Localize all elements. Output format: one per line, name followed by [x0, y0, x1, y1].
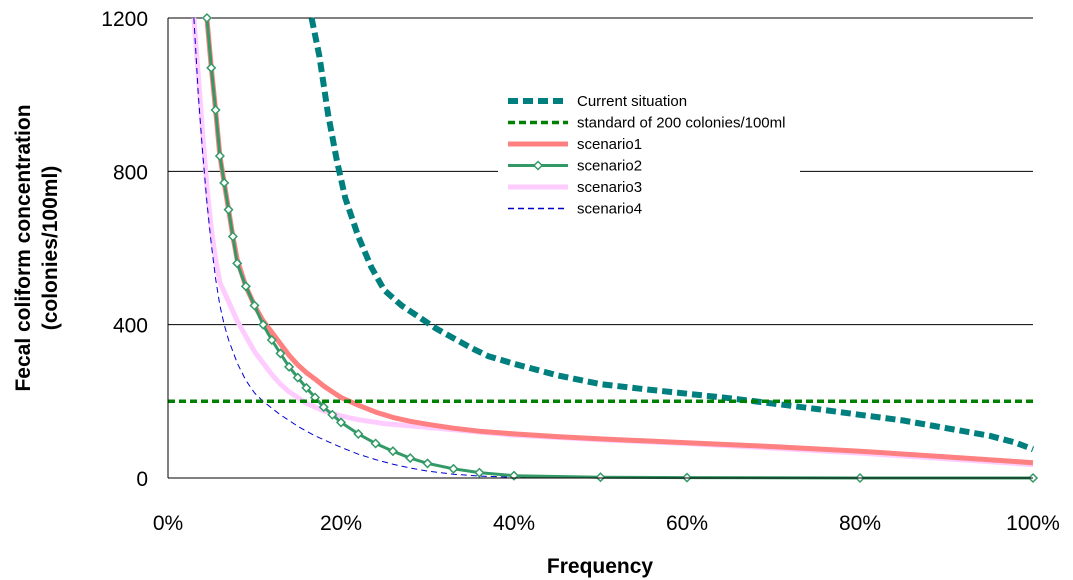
legend-marker-scenario2 [532, 160, 544, 171]
legend-label-scenario3: scenario3 [577, 179, 642, 196]
series-point-scenario2 [249, 300, 260, 311]
series-line-scenario1 [204, 17, 1034, 466]
series-point-scenario2 [201, 12, 212, 24]
series-point-scenario2 [214, 150, 225, 162]
y-tick-label: 400 [113, 315, 148, 338]
series-point-scenario2 [258, 319, 269, 330]
legend: Current situation standard of 200 colonie… [498, 88, 800, 218]
series-point-scenario2 [370, 438, 381, 449]
series-point-scenario2 [227, 231, 238, 242]
series-point-scenario2 [301, 382, 312, 393]
legend-label-scenario4: scenario4 [577, 201, 642, 218]
y-tick-label: 1200 [101, 8, 148, 31]
x-axis-title: Frequency [547, 555, 654, 578]
x-tick-label: 20% [320, 512, 362, 535]
x-tick-label: 40% [493, 512, 535, 535]
series-point-scenario2 [474, 467, 485, 478]
series-point-scenario2 [210, 104, 221, 116]
legend-label-standard-of-200-colonies-100ml: standard of 200 colonies/100ml [577, 115, 785, 132]
series-point-scenario2 [240, 281, 251, 292]
legend-box [498, 88, 800, 214]
series-point-scenario2 [405, 453, 416, 464]
series-point-scenario2 [422, 458, 433, 469]
series-point-scenario2 [292, 372, 303, 383]
legend-label-current-situation: Current situation [577, 93, 687, 110]
x-tick-label: 80% [839, 512, 881, 535]
series-point-scenario2 [327, 409, 338, 420]
x-tick-label: 0% [153, 512, 183, 535]
series-line-scenario4 [193, 17, 1033, 479]
series-point-scenario2 [448, 463, 459, 474]
series-scenario2 [201, 12, 1039, 484]
series-current-situation [308, 17, 1035, 453]
series-line-current-situation [308, 17, 1035, 453]
series-point-scenario2 [387, 446, 398, 457]
series-point-scenario2 [284, 361, 295, 372]
series-scenario4 [193, 17, 1033, 479]
y-axis-title-line1: Fecal coliform concentration [12, 104, 35, 391]
series-point-scenario2 [335, 417, 347, 428]
series-layer [168, 12, 1039, 484]
series-point-scenario2 [232, 258, 243, 269]
series-point-scenario2 [275, 348, 286, 359]
legend-label-scenario2: scenario2 [577, 158, 642, 175]
series-point-scenario2 [266, 334, 277, 346]
series-point-scenario2 [223, 204, 234, 215]
x-tick-label: 60% [666, 512, 708, 535]
y-tick-label: 800 [113, 161, 148, 184]
y-tick-label: 0 [136, 468, 148, 491]
series-point-scenario2 [318, 402, 329, 413]
series-point-scenario2 [595, 472, 606, 483]
axes [167, 18, 1033, 479]
series-point-scenario2 [353, 428, 364, 439]
series-line-scenario2 [205, 17, 1033, 480]
x-tick-label: 100% [1006, 512, 1060, 535]
tick-labels: 0 400 800 1200 0% 20% 40% 60% 80% 100% [101, 8, 1060, 535]
series-point-scenario2 [219, 177, 230, 188]
series-point-scenario2 [206, 62, 217, 73]
y-axis-title-line2: (colonies/100ml) [39, 166, 62, 331]
series-scenario1 [204, 17, 1034, 466]
legend-label-scenario1: scenario1 [577, 136, 642, 153]
